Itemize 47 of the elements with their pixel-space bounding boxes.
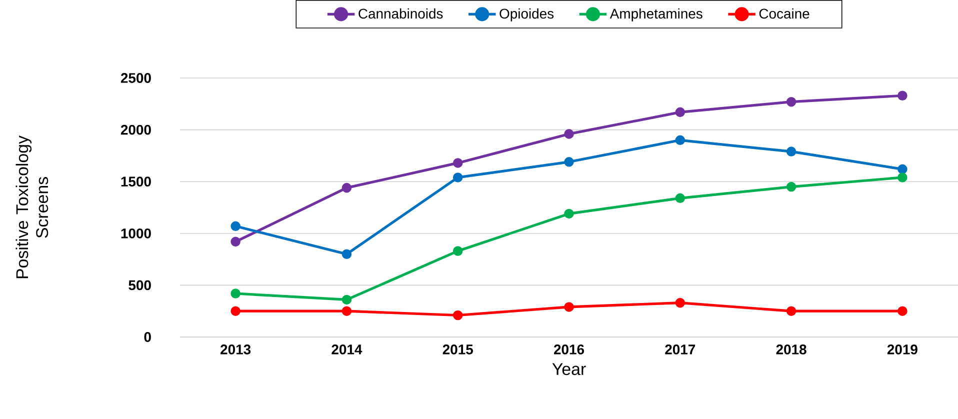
legend-label: Opioides — [500, 8, 554, 22]
point — [786, 146, 796, 156]
y-tick-label: 0 — [144, 332, 151, 342]
point — [452, 158, 463, 168]
point — [230, 306, 240, 316]
y-tick-label: 1000 — [121, 228, 151, 238]
x-axis-title: Year — [552, 363, 586, 376]
point — [342, 306, 352, 316]
point — [675, 135, 686, 146]
x-tick-label: 2019 — [887, 344, 918, 354]
point — [452, 310, 463, 320]
point — [230, 221, 240, 232]
point — [786, 96, 796, 107]
point — [342, 249, 352, 259]
x-tick-label: 2015 — [442, 344, 473, 354]
point — [564, 208, 574, 219]
y-tick-label: 2000 — [120, 124, 151, 135]
point — [786, 306, 796, 316]
x-tick-label: 2013 — [220, 344, 251, 354]
point — [786, 182, 796, 192]
point — [564, 129, 574, 139]
point — [675, 298, 686, 308]
point — [898, 164, 908, 174]
point — [452, 246, 463, 256]
point — [230, 236, 240, 247]
x-tick-label: 2014 — [332, 344, 362, 354]
y-axis-title: Positive Toxicology Screens — [16, 136, 48, 278]
point — [342, 182, 352, 193]
point — [564, 302, 574, 312]
legend-label: Cocaine — [759, 8, 810, 19]
point — [675, 193, 686, 204]
y-tick-label: 500 — [128, 280, 151, 290]
point — [898, 90, 908, 100]
legend-label: Cannabinoids — [358, 8, 443, 19]
x-tick-label: 2018 — [776, 344, 806, 354]
legend-label: Amphetamines — [610, 8, 702, 22]
point — [342, 294, 352, 305]
point — [452, 172, 463, 182]
point — [675, 107, 686, 118]
point — [898, 306, 908, 316]
y-tick-label: 1500 — [121, 176, 151, 187]
x-tick-label: 2016 — [554, 344, 584, 354]
point — [230, 288, 240, 298]
y-tick-label: 2500 — [120, 73, 151, 83]
x-tick-label: 2017 — [665, 344, 696, 354]
point — [898, 172, 908, 182]
point — [564, 157, 574, 167]
